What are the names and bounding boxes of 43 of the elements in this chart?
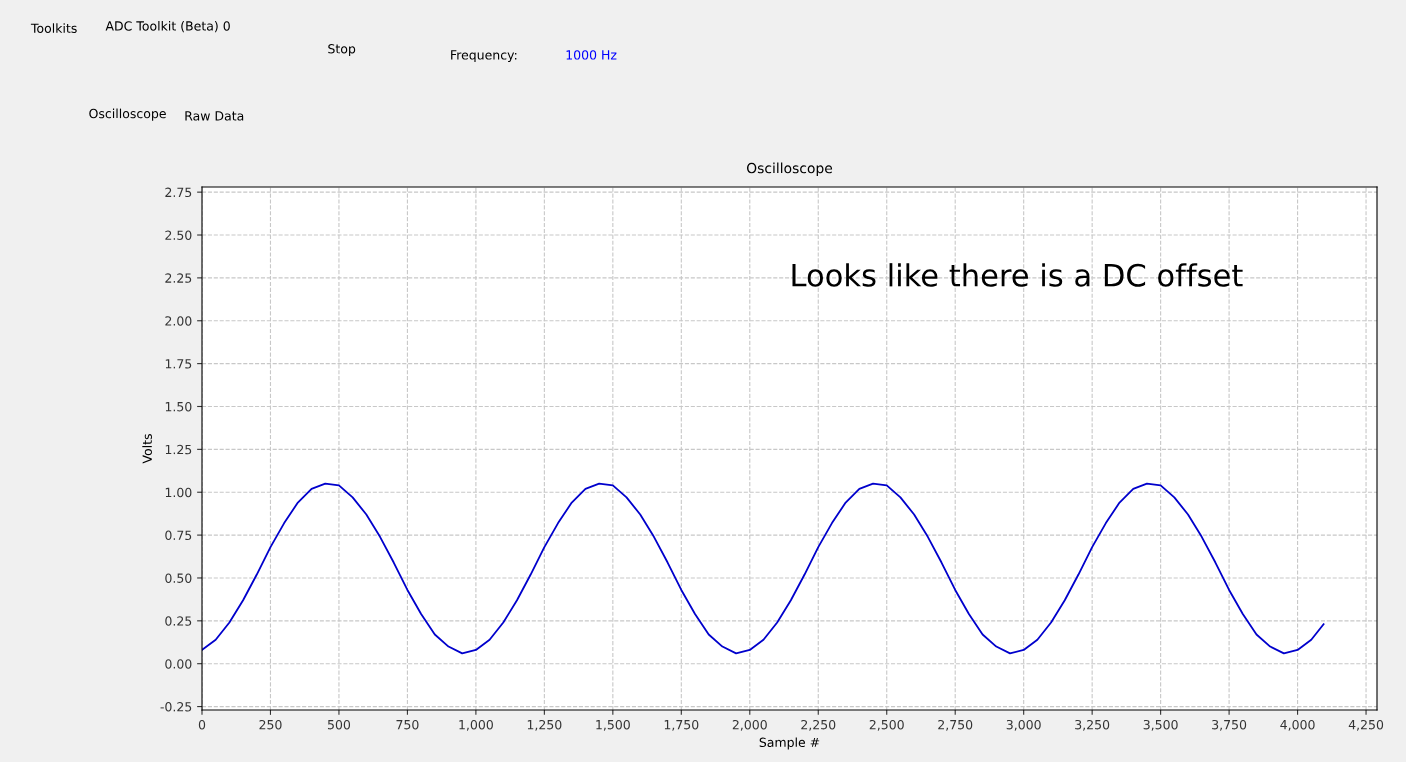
line-series bbox=[202, 482, 1325, 655]
x-tick-label: 2,250 bbox=[801, 719, 836, 731]
x-tick-label: 3,250 bbox=[1075, 719, 1110, 731]
x-tick-label: 3,500 bbox=[1143, 719, 1178, 731]
x-tick-label: 2,000 bbox=[732, 719, 767, 731]
x-tick-label: 1,000 bbox=[459, 719, 493, 731]
text: Stop bbox=[328, 44, 356, 56]
x-tick-label: 1,250 bbox=[527, 719, 562, 731]
y-tick-label: 0.50 bbox=[165, 573, 192, 583]
chart-title: Oscilloscope bbox=[746, 162, 833, 176]
y-tick-label: 1.75 bbox=[165, 359, 192, 369]
x-tick-label: 3,750 bbox=[1212, 719, 1247, 731]
x-tick-label: 1,750 bbox=[664, 719, 699, 731]
annotation: Looks like there is a DC offset bbox=[792, 263, 1243, 287]
x-tick-label: 1,500 bbox=[596, 719, 630, 731]
text: Frequency: bbox=[451, 50, 517, 63]
y-tick-label: 0.75 bbox=[165, 530, 192, 541]
x-tick-label: 2,750 bbox=[938, 719, 973, 731]
y-tick-label: 0.25 bbox=[165, 616, 192, 626]
x-tick-label: 500 bbox=[327, 719, 351, 730]
y-tick-label: 1.50 bbox=[165, 401, 192, 412]
y-tick-label: 1.25 bbox=[165, 444, 192, 455]
y-tick-label: 1.00 bbox=[165, 487, 192, 498]
y-tick-label: 2.25 bbox=[165, 273, 192, 283]
y-tick-label: 2.00 bbox=[165, 316, 192, 326]
y-tick-label: 2.75 bbox=[165, 187, 192, 198]
x-axis-title: Sample # bbox=[759, 737, 820, 750]
y-tick-label: -0.25 bbox=[160, 702, 192, 712]
text: Oscilloscope bbox=[89, 108, 166, 121]
text: 1000 Hz bbox=[566, 50, 617, 60]
text: Raw Data bbox=[185, 111, 244, 121]
x-tick-label: 750 bbox=[396, 719, 419, 730]
x-tick-label: 4,000 bbox=[1280, 719, 1315, 731]
text: ADC Toolkit (Beta) 0 bbox=[105, 20, 230, 33]
x-tick-label: 0 bbox=[198, 719, 206, 730]
x-tick-label: 2,500 bbox=[869, 719, 904, 731]
y-axis-title: Volts bbox=[142, 434, 152, 464]
y-tick-label: 2.50 bbox=[165, 230, 192, 240]
x-tick-label: 4,250 bbox=[1348, 719, 1384, 731]
x-tick-label: 250 bbox=[259, 719, 282, 730]
x-tick-label: 3,000 bbox=[1006, 719, 1041, 731]
y-tick-label: 0.00 bbox=[165, 659, 192, 669]
text: Toolkits bbox=[30, 23, 77, 33]
